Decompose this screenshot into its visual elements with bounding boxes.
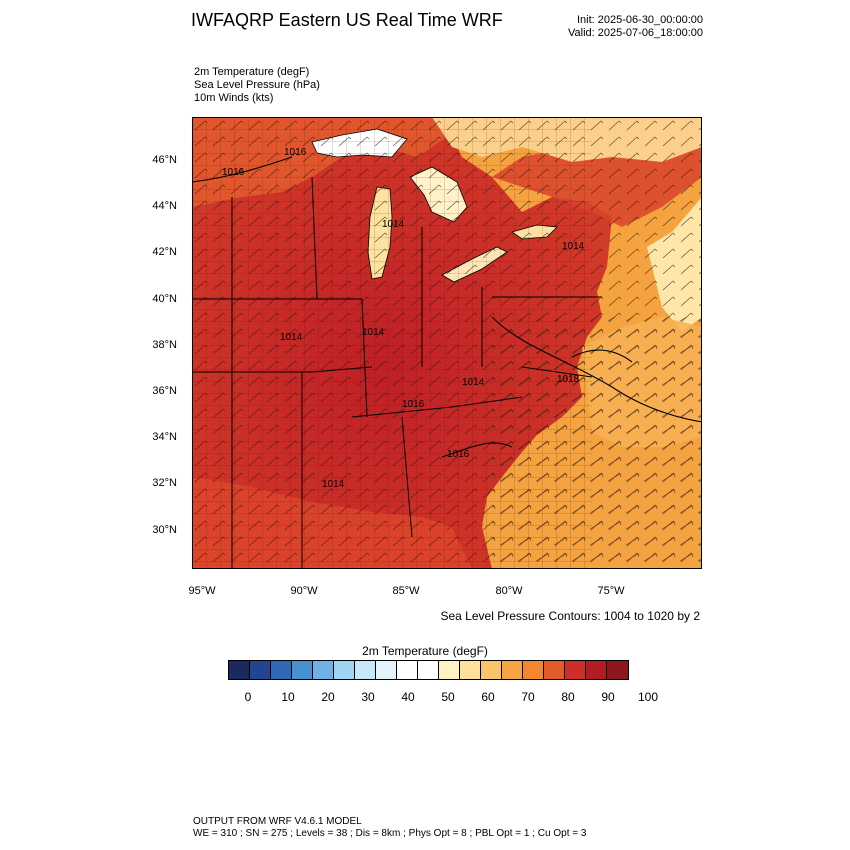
colorbar-swatch — [565, 661, 586, 679]
colorbar-label: 20 — [321, 690, 335, 704]
run-times: Init: 2025-06-30_00:00:00 Valid: 2025-07… — [568, 14, 703, 40]
variable-list: 2m Temperature (degF) Sea Level Pressure… — [194, 66, 320, 105]
lat-label: 32°N — [152, 477, 177, 489]
colorbar-swatch — [334, 661, 355, 679]
ocean-wind-barbs — [492, 317, 702, 569]
lon-label: 95°W — [188, 585, 216, 597]
pressure-label: 1014 — [462, 377, 485, 388]
colorbar-swatch — [502, 661, 523, 679]
lat-label: 30°N — [152, 524, 177, 536]
colorbar-swatch — [376, 661, 397, 679]
colorbar-swatch — [481, 661, 502, 679]
colorbar-label: 0 — [244, 690, 252, 704]
variable-temperature: 2m Temperature (degF) — [194, 66, 310, 78]
pressure-label: 1014 — [562, 241, 585, 252]
pressure-label: 1016 — [402, 399, 425, 410]
colorbar-swatch — [418, 661, 439, 679]
colorbar-label: 60 — [481, 690, 495, 704]
colorbar-swatch — [250, 661, 271, 679]
lat-label: 40°N — [152, 293, 177, 305]
colorbar-swatch — [397, 661, 418, 679]
variable-winds: 10m Winds (kts) — [194, 92, 274, 104]
map-frame — [192, 117, 702, 569]
model-version: OUTPUT FROM WRF V4.6.1 MODEL — [193, 816, 362, 827]
colorbar-label: 40 — [401, 690, 415, 704]
lat-label: 34°N — [152, 431, 177, 443]
lat-label: 36°N — [152, 385, 177, 397]
colorbar-swatch — [292, 661, 313, 679]
colorbar-label: 30 — [361, 690, 375, 704]
valid-time: Valid: 2025-07-06_18:00:00 — [568, 27, 703, 39]
model-config: WE = 310 ; SN = 275 ; Levels = 38 ; Dis … — [193, 828, 587, 839]
colorbar-swatch — [460, 661, 481, 679]
colorbar-swatch — [271, 661, 292, 679]
colorbar-swatch — [607, 661, 628, 679]
init-time: Init: 2025-06-30_00:00:00 — [577, 14, 703, 26]
temperature-map: 1016 1016 1014 1014 1014 1014 1014 1016 … — [192, 117, 702, 569]
lon-label: 85°W — [392, 585, 420, 597]
pressure-contours — [192, 156, 702, 458]
lat-label: 46°N — [152, 154, 177, 166]
pressure-label: 1016 — [284, 147, 307, 158]
plot-title: IWFAQRP Eastern US Real Time WRF — [191, 10, 503, 30]
colorbar-label: 10 — [281, 690, 295, 704]
lat-label: 42°N — [152, 246, 177, 258]
colorbar-label: 90 — [601, 690, 615, 704]
colorbar-title: 2m Temperature (degF) — [362, 644, 488, 658]
colorbar-label: 50 — [441, 690, 455, 704]
pressure-label: 1016 — [447, 449, 470, 460]
colorbar-swatch — [586, 661, 607, 679]
lat-label: 38°N — [152, 339, 177, 351]
colorbar-label: 80 — [561, 690, 575, 704]
state-borders — [192, 176, 602, 569]
pressure-label: 1014 — [382, 219, 405, 230]
colorbar — [228, 660, 629, 680]
colorbar-label: 70 — [521, 690, 535, 704]
contour-note: Sea Level Pressure Contours: 1004 to 102… — [440, 609, 701, 623]
lon-label: 90°W — [290, 585, 318, 597]
pressure-label: 1016 — [222, 167, 245, 178]
lat-label: 44°N — [152, 200, 177, 212]
pressure-labels: 1016 1016 1014 1014 1014 1014 1014 1016 … — [222, 147, 585, 490]
lon-label: 80°W — [495, 585, 523, 597]
lon-label: 75°W — [597, 585, 625, 597]
colorbar-swatch — [313, 661, 334, 679]
colorbar-swatch — [355, 661, 376, 679]
pressure-label: 1014 — [280, 332, 303, 343]
colorbar-swatch — [229, 661, 250, 679]
colorbar-swatch — [544, 661, 565, 679]
colorbar-swatch — [523, 661, 544, 679]
colorbar-label: 100 — [637, 690, 659, 704]
colorbar-swatch — [439, 661, 460, 679]
pressure-label: 1018 — [557, 374, 580, 385]
pressure-label: 1014 — [322, 479, 345, 490]
model-info: OUTPUT FROM WRF V4.6.1 MODEL WE = 310 ; … — [193, 816, 586, 840]
variable-pressure: Sea Level Pressure (hPa) — [194, 79, 320, 91]
pressure-label: 1014 — [362, 327, 385, 338]
